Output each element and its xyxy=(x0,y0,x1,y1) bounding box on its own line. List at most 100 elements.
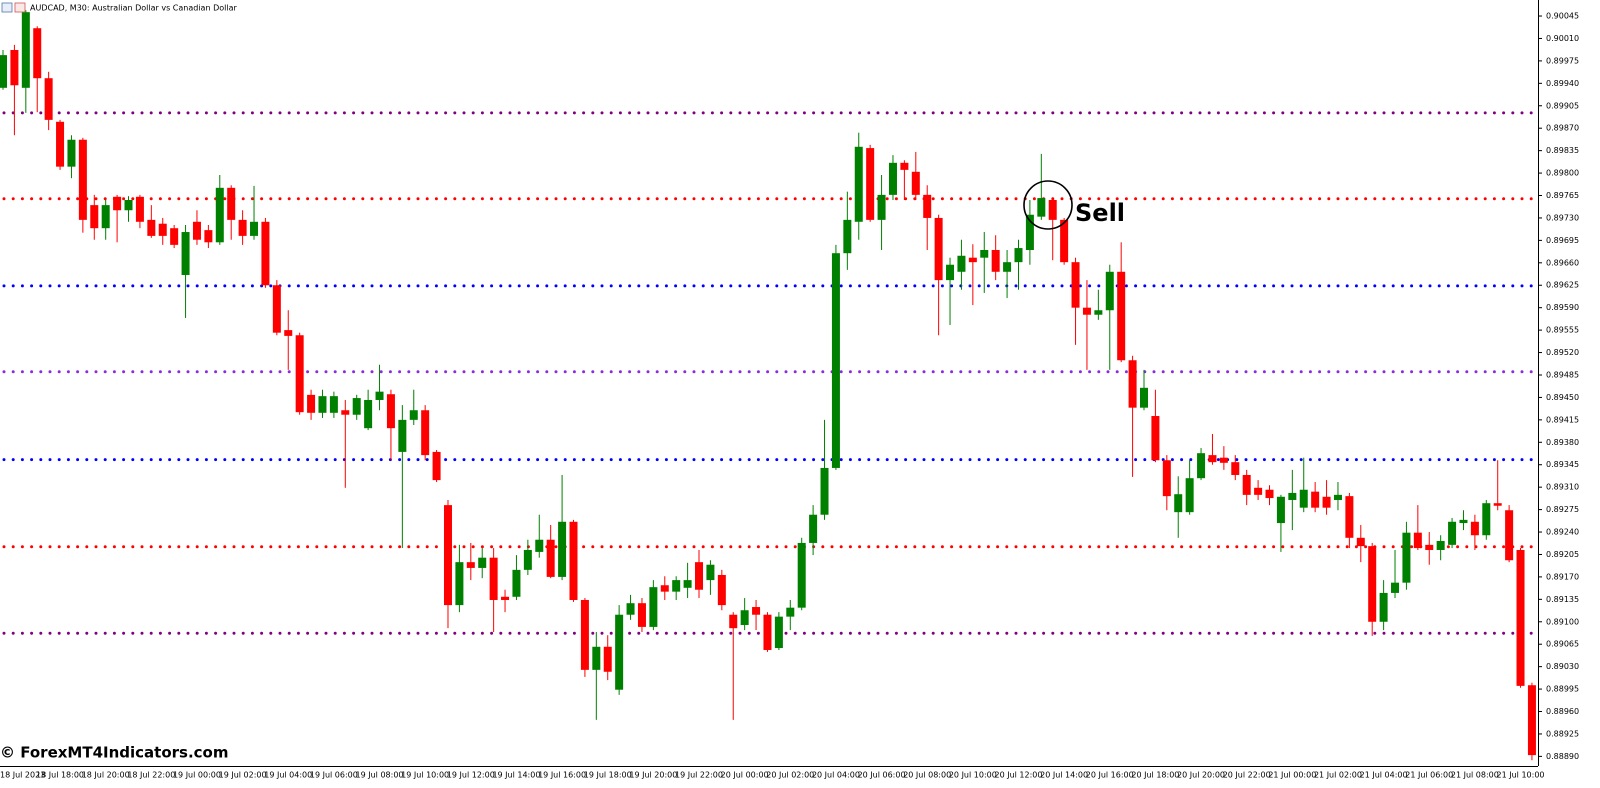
candle-body xyxy=(1288,492,1297,500)
candle-body xyxy=(1368,546,1377,622)
candle-body xyxy=(1322,496,1331,508)
x-tick-label: 20 Jul 20:00 xyxy=(1177,771,1225,780)
candle-body xyxy=(386,394,395,429)
x-tick-label: 20 Jul 14:00 xyxy=(1040,771,1088,780)
candle-body xyxy=(1425,544,1434,550)
candle-body xyxy=(683,580,692,588)
x-tick-label: 20 Jul 02:00 xyxy=(766,771,814,780)
candle-body xyxy=(421,410,430,456)
candle-body xyxy=(67,139,76,167)
x-tick-label: 19 Jul 12:00 xyxy=(447,771,495,780)
candle-body xyxy=(466,562,475,568)
x-tick-label: 18 Jul 22:00 xyxy=(127,771,175,780)
candle-body xyxy=(1094,310,1103,315)
candle-body xyxy=(546,539,555,577)
candle-body xyxy=(1071,262,1080,308)
candle-body xyxy=(10,49,19,86)
candle-body xyxy=(592,646,601,670)
candle-body xyxy=(706,564,715,581)
candle-body xyxy=(957,255,966,272)
candle-body xyxy=(786,607,795,617)
candle-body xyxy=(1254,487,1263,495)
y-tick-label: 0.89625 xyxy=(1546,281,1579,290)
candle-body xyxy=(78,139,87,220)
candle-body xyxy=(1356,537,1365,547)
candle-body xyxy=(1185,478,1194,513)
candle-body xyxy=(90,205,99,229)
candle-body xyxy=(1527,685,1536,756)
y-tick-label: 0.89345 xyxy=(1546,460,1579,469)
candle-body xyxy=(409,410,418,420)
candle-body xyxy=(250,221,259,236)
candle-body xyxy=(980,249,989,258)
candle-body xyxy=(398,419,407,452)
candle-body xyxy=(181,232,190,275)
x-tick-label: 20 Jul 04:00 xyxy=(812,771,860,780)
candle-body xyxy=(991,249,1000,272)
y-tick-label: 0.89835 xyxy=(1546,146,1579,155)
candle-body xyxy=(1379,592,1388,622)
y-tick-label: 0.89695 xyxy=(1546,236,1579,245)
candle-body xyxy=(717,574,726,606)
x-tick-label: 19 Jul 14:00 xyxy=(492,771,540,780)
y-tick-label: 0.89765 xyxy=(1546,191,1579,200)
candle-body xyxy=(1516,549,1525,686)
candle-body xyxy=(1448,521,1457,545)
y-tick-label: 0.89310 xyxy=(1546,483,1579,492)
x-tick-label: 19 Jul 18:00 xyxy=(584,771,632,780)
candle-body xyxy=(774,616,783,649)
x-tick-label: 19 Jul 22:00 xyxy=(675,771,723,780)
candle-body xyxy=(238,219,247,236)
candle-body xyxy=(649,587,658,627)
x-tick-label: 19 Jul 20:00 xyxy=(629,771,677,780)
candle-body xyxy=(341,410,350,415)
candle-body xyxy=(1482,503,1491,536)
x-tick-label: 21 Jul 04:00 xyxy=(1360,771,1408,780)
candle-body xyxy=(843,219,852,254)
candle-body xyxy=(1242,474,1251,495)
candle-body xyxy=(227,187,236,220)
candle-body xyxy=(615,614,624,690)
candle-body xyxy=(364,399,373,429)
candle-body xyxy=(888,162,897,195)
x-tick-label: 21 Jul 00:00 xyxy=(1268,771,1316,780)
candle-body xyxy=(1117,271,1126,361)
candle-body xyxy=(831,253,840,468)
y-tick-label: 0.89065 xyxy=(1546,640,1579,649)
x-tick-label: 19 Jul 16:00 xyxy=(538,771,586,780)
candle-body xyxy=(272,285,281,333)
candle-body xyxy=(1311,491,1320,508)
y-tick-label: 0.90045 xyxy=(1546,12,1579,21)
candle-body xyxy=(1345,496,1354,538)
x-tick-label: 21 Jul 02:00 xyxy=(1314,771,1362,780)
candle-body xyxy=(1105,271,1114,311)
x-tick-label: 20 Jul 22:00 xyxy=(1223,771,1271,780)
y-tick-label: 0.89660 xyxy=(1546,258,1579,267)
y-tick-label: 0.89590 xyxy=(1546,303,1579,312)
x-tick-label: 21 Jul 08:00 xyxy=(1451,771,1499,780)
candle-body xyxy=(1025,214,1034,250)
candle-body xyxy=(1197,453,1206,479)
candle-body xyxy=(934,217,943,281)
candle-body xyxy=(1151,416,1160,461)
candle-body xyxy=(432,451,441,481)
sell-marker xyxy=(1023,180,1073,230)
candle-body xyxy=(1140,387,1148,408)
y-tick-label: 0.89240 xyxy=(1546,528,1579,537)
candle-body xyxy=(1391,582,1400,593)
watermark: © ForexMT4Indicators.com xyxy=(0,744,229,762)
candle-body xyxy=(626,603,635,615)
candle-body xyxy=(695,562,704,590)
y-tick-label: 0.89380 xyxy=(1546,438,1579,447)
candle-body xyxy=(375,391,384,400)
candle-body xyxy=(1493,503,1502,506)
candle-body xyxy=(1003,262,1012,272)
y-tick-label: 0.89940 xyxy=(1546,79,1579,88)
candle-body xyxy=(923,194,932,218)
candle-body xyxy=(558,521,567,577)
candle-body xyxy=(729,614,738,629)
candle-body xyxy=(637,603,646,627)
candle-body xyxy=(1231,462,1240,475)
